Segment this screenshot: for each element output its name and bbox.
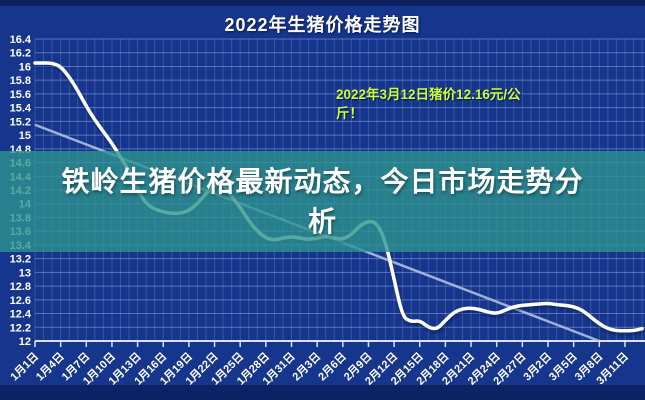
y-axis-label: 13 <box>19 267 31 279</box>
y-axis-label: 15.6 <box>10 89 31 101</box>
y-axis-label: 12.4 <box>10 309 32 321</box>
x-axis-label: 3月5日 <box>546 350 579 383</box>
y-axis-label: 15.2 <box>10 116 31 128</box>
chart-title: 2022年生猪价格走势图 <box>224 15 421 35</box>
y-axis-label: 12 <box>19 336 31 348</box>
headline-line-1: 铁岭生猪价格最新动态，今日市场走势分 <box>61 165 584 197</box>
x-axis-label: 1月4日 <box>33 350 66 383</box>
y-axis-label: 16.2 <box>10 48 31 60</box>
bottom-dark-band <box>0 385 645 400</box>
headline-banner: 铁岭生猪价格最新动态，今日市场走势分 析 <box>0 151 645 252</box>
y-axis-label: 13.2 <box>10 254 31 266</box>
price-annotation-line-2: 斤！ <box>336 106 363 121</box>
price-annotation-line-1: 2022年3月12日猪价12.16元/公 <box>336 87 521 102</box>
x-axis-label: 3月2日 <box>521 350 554 383</box>
top-dark-band <box>0 0 645 6</box>
y-axis-label: 12.8 <box>10 281 31 293</box>
y-axis-label: 16.4 <box>10 34 32 46</box>
y-axis-label: 12.6 <box>10 295 31 307</box>
y-axis-label: 15.4 <box>10 103 32 115</box>
y-axis-label: 15 <box>19 130 31 142</box>
x-axis-label: 2月6日 <box>316 350 349 383</box>
y-axis-label: 12.2 <box>10 322 31 334</box>
price-annotation: 2022年3月12日猪价12.16元/公 斤！ <box>336 85 576 123</box>
y-axis-label: 16 <box>19 61 31 73</box>
headline-line-2: 析 <box>307 205 337 237</box>
x-axis-label: 2月3日 <box>290 350 323 383</box>
y-axis-label: 15.8 <box>10 75 31 87</box>
x-axis-label: 1月1日 <box>8 350 41 383</box>
